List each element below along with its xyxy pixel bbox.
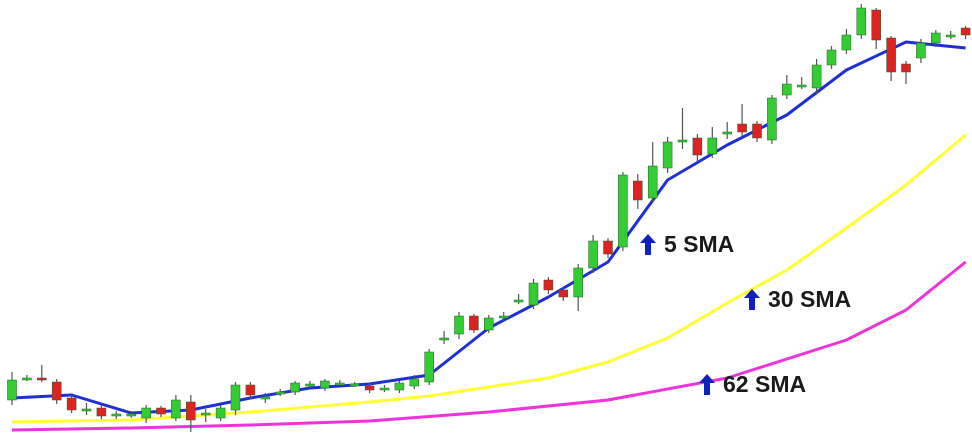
candle-body: [469, 315, 479, 331]
candle-body: [692, 137, 703, 156]
candle-body: [826, 49, 837, 66]
arrow-icon: [640, 234, 656, 255]
candle-body: [871, 9, 881, 41]
sma-label: 30 SMA: [768, 286, 851, 312]
candle-body: [439, 337, 449, 341]
candle-body: [394, 382, 405, 391]
candle-body: [752, 123, 762, 139]
candle-body: [51, 381, 62, 401]
candle-body: [796, 84, 807, 88]
candle-body: [349, 383, 360, 387]
candle-body: [960, 27, 971, 36]
candle-body: [707, 137, 718, 155]
sma-line: [11, 40, 966, 415]
candle-body: [662, 141, 673, 169]
sma-label: 62 SMA: [723, 371, 806, 397]
candle-body: [245, 384, 256, 396]
candle-body: [215, 407, 226, 419]
candle-body: [126, 413, 136, 417]
candle-body: [633, 180, 643, 201]
candle-body: [811, 64, 822, 89]
candle-body: [275, 391, 285, 395]
candle-body: [290, 382, 300, 393]
candle-body: [484, 317, 494, 331]
candle-body: [647, 165, 658, 199]
candle-body: [305, 383, 315, 387]
candle-body: [66, 397, 77, 411]
candle-body: [111, 413, 122, 417]
candle-body: [379, 387, 390, 391]
candle-body: [335, 382, 345, 386]
candle-body: [171, 399, 181, 419]
candle-body: [782, 83, 792, 96]
candle-body: [558, 289, 569, 298]
candle-body: [841, 34, 852, 51]
candle-body: [260, 396, 271, 400]
arrow-icon: [699, 374, 715, 395]
candle-body: [22, 377, 32, 381]
arrow-icon: [744, 289, 760, 310]
sma-line: [11, 133, 967, 424]
candle-body: [200, 412, 211, 416]
candle-body: [7, 379, 17, 401]
candle-body: [618, 174, 628, 248]
candle-body: [528, 282, 539, 306]
candle-body: [454, 315, 464, 335]
candle-body: [37, 377, 47, 381]
candle-body: [141, 407, 151, 419]
candle-body: [364, 385, 375, 391]
candle-body: [722, 131, 732, 135]
candle-body: [945, 34, 956, 38]
candle-body: [96, 407, 107, 417]
candle-body: [767, 97, 777, 141]
candle-body: [186, 401, 196, 421]
candle-body: [737, 123, 747, 133]
candle-body: [498, 315, 509, 319]
candle-body: [409, 378, 420, 387]
candle-body: [588, 240, 598, 269]
candle-body: [513, 299, 524, 303]
candle-body: [603, 240, 613, 255]
candle-body: [916, 42, 926, 59]
candle-body: [677, 139, 688, 143]
candle-body: [81, 408, 92, 412]
candle-body: [573, 267, 583, 298]
candle-body: [931, 32, 941, 44]
candle-body: [856, 7, 867, 36]
candle-body: [156, 407, 166, 415]
candle-body: [543, 279, 554, 291]
sma-label: 5 SMA: [664, 231, 734, 257]
candle-body: [424, 351, 434, 383]
candle-body: [901, 63, 911, 73]
candle-body: [886, 37, 896, 73]
candle-body: [320, 380, 330, 389]
candle-body: [230, 384, 241, 411]
